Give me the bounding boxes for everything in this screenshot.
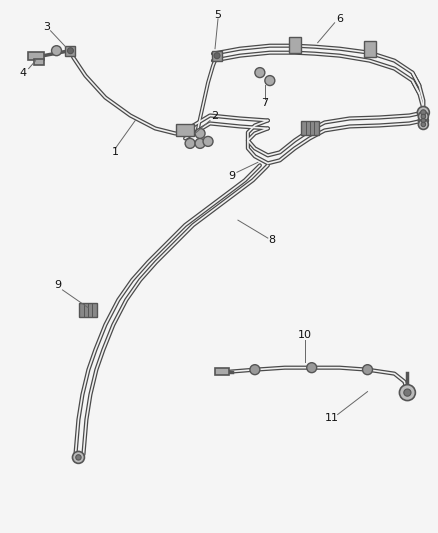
Circle shape — [421, 118, 426, 123]
Bar — [301, 122, 319, 135]
Circle shape — [214, 53, 220, 59]
Circle shape — [265, 76, 275, 86]
Circle shape — [399, 385, 415, 401]
Circle shape — [421, 122, 426, 127]
Circle shape — [195, 128, 205, 139]
Bar — [28, 52, 43, 60]
Text: 11: 11 — [325, 413, 339, 423]
Text: 8: 8 — [268, 235, 276, 245]
Circle shape — [67, 47, 74, 54]
Bar — [176, 124, 194, 136]
Bar — [79, 303, 97, 317]
Text: 6: 6 — [336, 14, 343, 24]
Text: 4: 4 — [19, 68, 26, 78]
Text: 10: 10 — [298, 330, 312, 340]
Circle shape — [404, 389, 411, 396]
Circle shape — [417, 107, 429, 118]
Circle shape — [307, 362, 317, 373]
Text: 7: 7 — [261, 98, 268, 108]
Bar — [34, 59, 43, 64]
Bar — [364, 41, 375, 56]
Circle shape — [52, 46, 61, 55]
Bar — [215, 368, 229, 375]
Text: 1: 1 — [112, 147, 119, 157]
Circle shape — [185, 139, 195, 148]
Circle shape — [255, 68, 265, 78]
Circle shape — [420, 110, 426, 115]
Circle shape — [203, 136, 213, 147]
Circle shape — [363, 365, 372, 375]
Text: 2: 2 — [212, 111, 219, 122]
Circle shape — [250, 365, 260, 375]
Text: 5: 5 — [215, 10, 222, 20]
Text: 3: 3 — [43, 22, 50, 32]
Bar — [289, 37, 301, 53]
Text: 9: 9 — [228, 171, 236, 181]
Circle shape — [72, 451, 85, 463]
Circle shape — [76, 455, 81, 460]
Circle shape — [418, 111, 428, 122]
Circle shape — [421, 114, 426, 119]
Bar — [212, 51, 222, 61]
Text: 9: 9 — [54, 280, 61, 290]
Bar — [66, 46, 75, 55]
Circle shape — [418, 119, 428, 130]
Circle shape — [195, 139, 205, 148]
Circle shape — [418, 116, 428, 125]
